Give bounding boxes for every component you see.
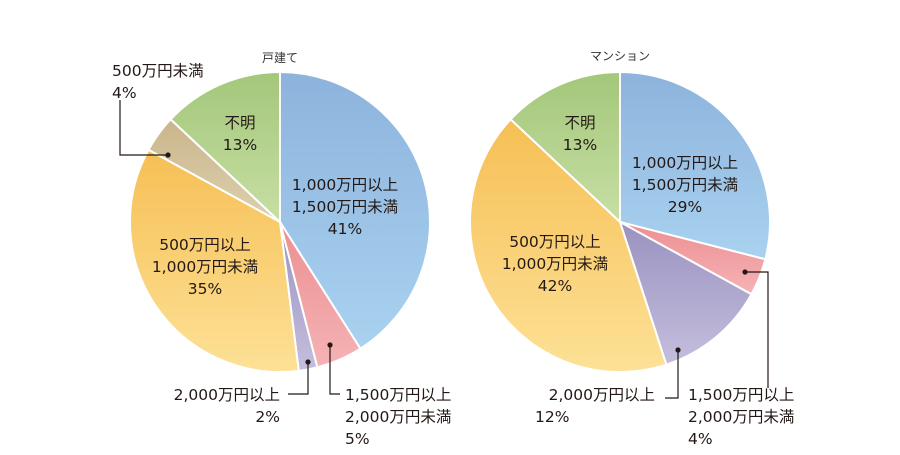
pie-slices-condominium [469, 71, 771, 373]
callout-label-r1500-2000-line2: 2,000万円未満 [688, 408, 794, 426]
pie-slice-r1000-1500 [619, 71, 771, 261]
chart-title-detached-house: 戸建て [262, 51, 298, 65]
callout-label-over2000-line1: 2,000万円以上 [174, 386, 280, 404]
callout-label-r1500-2000-line1: 1,500万円以上 [688, 386, 794, 404]
leader-line-over2000 [288, 362, 309, 395]
pie-slice-r500-1000 [469, 118, 668, 373]
slice-label-r1000-1500-line2: 1,500万円未満 [632, 176, 738, 194]
slice-label-r500-1000-line1: 500万円以上 [509, 233, 601, 251]
callout-label-r1500-2000-value: 5% [345, 430, 370, 448]
pie-slice-over2000 [619, 221, 753, 366]
slice-label-r500-1000-value: 42% [538, 277, 572, 295]
leader-dot-over2000 [675, 347, 681, 353]
leader-dot-over2000 [305, 359, 311, 365]
callout-label-over2000-value: 12% [535, 408, 569, 426]
leader-line-over2000 [665, 350, 679, 399]
leader-dot-r1500-2000 [327, 342, 333, 348]
pie-chart-condominium: マンション 1,000万円以上 1,500万円未満 29% 500万円以上 1,… [469, 49, 794, 448]
pie-slice-unknown [169, 71, 281, 223]
slice-label-r500-1000-value: 35% [188, 280, 222, 298]
callout-label-under500-line1: 500万円未満 [112, 62, 204, 80]
pie-slice-r500-1000 [129, 148, 300, 373]
slice-label-unknown-line1: 不明 [224, 114, 255, 132]
pie-chart-detached-house: 戸建て 1,000万円以上 1,500万円未満 41% 500万円以上 1,00… [112, 51, 451, 448]
leader-line-under500 [119, 100, 168, 156]
leader-dot-under500 [165, 152, 171, 158]
callout-label-r1500-2000-value: 4% [688, 430, 713, 448]
slice-label-r1000-1500-line1: 1,000万円以上 [632, 154, 738, 172]
callout-label-r1500-2000-line2: 2,000万円未満 [345, 408, 451, 426]
pie-slices-detached-house [129, 71, 431, 373]
slice-label-r1000-1500-line1: 1,000万円以上 [292, 176, 398, 194]
callout-label-over2000-line1: 2,000万円以上 [549, 386, 655, 404]
callout-label-r1500-2000-line1: 1,500万円以上 [345, 386, 451, 404]
slice-label-r1000-1500-value: 29% [668, 198, 702, 216]
slice-label-unknown-value: 13% [563, 136, 597, 154]
slice-label-r500-1000-line1: 500万円以上 [159, 236, 251, 254]
slice-label-r1000-1500-value: 41% [328, 220, 362, 238]
leader-line-r1500-2000 [329, 345, 340, 395]
slice-label-r500-1000-line2: 1,000万円未満 [502, 255, 608, 273]
slice-label-r500-1000-line2: 1,000万円未満 [152, 258, 258, 276]
pie-slice-unknown [509, 71, 621, 223]
slice-label-unknown-line1: 不明 [564, 114, 595, 132]
slice-label-unknown-value: 13% [223, 136, 257, 154]
chart-title-condominium: マンション [590, 49, 650, 63]
leader-dot-r1500-2000 [742, 269, 748, 275]
callout-label-over2000-value: 2% [255, 408, 280, 426]
leader-line-r1500-2000 [745, 271, 769, 388]
slice-label-r1000-1500-line2: 1,500万円未満 [292, 198, 398, 216]
callout-label-under500-value: 4% [112, 84, 137, 102]
